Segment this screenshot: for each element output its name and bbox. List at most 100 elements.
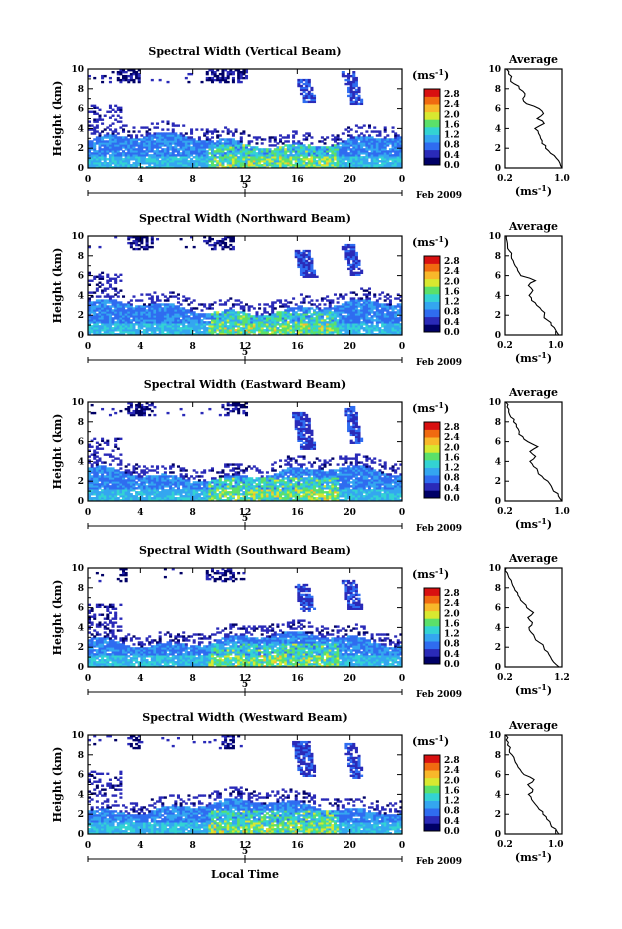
heatmap-cell bbox=[171, 136, 175, 139]
heatmap-cell bbox=[179, 156, 183, 159]
heatmap-cell bbox=[231, 329, 235, 332]
heatmap-cell bbox=[114, 293, 118, 296]
heatmap-cell bbox=[396, 154, 400, 157]
average-y-tick-label: 2 bbox=[495, 311, 501, 321]
heatmap-cell bbox=[153, 327, 157, 330]
heatmap-cell bbox=[114, 287, 118, 290]
heatmap-cell bbox=[124, 146, 128, 149]
heatmap-cell bbox=[281, 331, 285, 334]
heatmap-cell bbox=[156, 162, 160, 165]
heatmap-cell bbox=[224, 333, 228, 336]
heatmap-cell bbox=[174, 311, 178, 314]
heatmap-cell bbox=[394, 138, 398, 141]
heatmap-cell bbox=[341, 325, 345, 328]
heatmap-cell bbox=[153, 164, 157, 167]
heatmap-cell bbox=[388, 156, 392, 159]
heatmap-cell bbox=[281, 303, 285, 306]
heatmap-cell bbox=[289, 327, 293, 330]
heatmap-cell bbox=[237, 69, 241, 72]
heatmap-cell bbox=[221, 317, 225, 320]
heatmap-cell bbox=[226, 327, 230, 330]
heatmap-cell bbox=[88, 154, 92, 157]
heatmap-cell bbox=[93, 319, 97, 322]
heatmap-cell bbox=[158, 305, 162, 308]
heatmap-cell bbox=[263, 311, 267, 314]
heatmap-cell bbox=[297, 146, 301, 149]
heatmap-cell bbox=[161, 164, 165, 167]
heatmap-cell bbox=[229, 239, 233, 243]
heatmap-cell bbox=[388, 138, 392, 141]
heatmap-cell bbox=[119, 136, 123, 139]
heatmap-cell bbox=[336, 309, 340, 312]
heatmap-cell bbox=[124, 313, 128, 316]
heatmap-cell bbox=[352, 315, 356, 318]
heatmap-cell bbox=[242, 329, 246, 332]
heatmap-cell bbox=[239, 132, 243, 135]
heatmap-cell bbox=[166, 299, 170, 302]
heatmap-cell bbox=[156, 122, 160, 125]
heatmap-cell bbox=[367, 291, 371, 294]
heatmap-cell bbox=[284, 313, 288, 316]
heatmap-cell bbox=[119, 78, 123, 82]
heatmap-cell bbox=[352, 74, 356, 78]
heatmap-cell bbox=[237, 76, 241, 80]
heatmap-cell bbox=[116, 275, 120, 278]
heatmap-cell bbox=[245, 166, 249, 169]
heatmap-cell bbox=[216, 311, 220, 314]
heatmap-cell bbox=[328, 156, 332, 159]
heatmap-cell bbox=[367, 134, 371, 137]
heatmap-cell bbox=[182, 295, 186, 298]
heatmap-cell bbox=[145, 239, 149, 243]
heatmap-cell bbox=[182, 134, 186, 137]
heatmap-cell bbox=[357, 144, 361, 147]
heatmap-cell bbox=[90, 144, 94, 147]
heatmap-cell bbox=[341, 160, 345, 163]
heatmap-cell bbox=[292, 148, 296, 151]
heatmap-cell bbox=[352, 72, 356, 76]
heatmap-cell bbox=[190, 309, 194, 312]
heatmap-cell bbox=[132, 323, 136, 326]
heatmap-cell bbox=[315, 329, 319, 332]
heatmap-cell bbox=[108, 80, 112, 84]
heatmap-cell bbox=[132, 309, 136, 312]
heatmap-cell bbox=[122, 313, 126, 316]
heatmap-cell bbox=[106, 453, 110, 456]
heatmap-cell bbox=[210, 148, 214, 151]
heatmap-cell bbox=[339, 319, 343, 322]
heatmap-cell bbox=[221, 313, 225, 316]
heatmap-cell bbox=[349, 301, 353, 304]
heatmap-cell bbox=[302, 86, 306, 90]
heatmap-cell bbox=[242, 311, 246, 314]
heatmap-cell bbox=[124, 329, 128, 332]
heatmap-cell bbox=[88, 271, 92, 275]
heatmap-cell bbox=[234, 313, 238, 316]
heatmap-cell bbox=[142, 309, 146, 312]
heatmap-cell bbox=[378, 142, 382, 145]
heatmap-cell bbox=[362, 311, 366, 314]
heatmap-cell bbox=[231, 150, 235, 153]
heatmap-cell bbox=[310, 261, 314, 265]
heatmap-cell bbox=[302, 146, 306, 149]
heatmap-cell bbox=[279, 311, 283, 314]
heatmap-cell bbox=[328, 329, 332, 332]
heatmap-cell bbox=[339, 160, 343, 163]
heatmap-cell bbox=[302, 323, 306, 326]
heatmap-cell bbox=[331, 144, 335, 147]
heatmap-cell bbox=[284, 305, 288, 308]
heatmap-cell bbox=[137, 483, 141, 486]
heatmap-cell bbox=[108, 106, 112, 109]
heatmap-cell bbox=[323, 158, 327, 161]
heatmap-cell bbox=[234, 319, 238, 322]
heatmap-cell bbox=[205, 132, 209, 135]
heatmap-cell bbox=[347, 82, 351, 86]
heatmap-cell bbox=[101, 447, 105, 450]
heatmap-cell bbox=[286, 329, 290, 332]
heatmap-cell bbox=[229, 311, 233, 314]
heatmap-cell bbox=[367, 144, 371, 147]
heatmap-cell bbox=[210, 130, 214, 133]
heatmap-cell bbox=[124, 70, 128, 74]
heatmap-cell bbox=[124, 142, 128, 145]
heatmap-cell bbox=[302, 253, 306, 257]
heatmap-cell bbox=[119, 331, 123, 334]
heatmap-cell bbox=[106, 142, 110, 145]
